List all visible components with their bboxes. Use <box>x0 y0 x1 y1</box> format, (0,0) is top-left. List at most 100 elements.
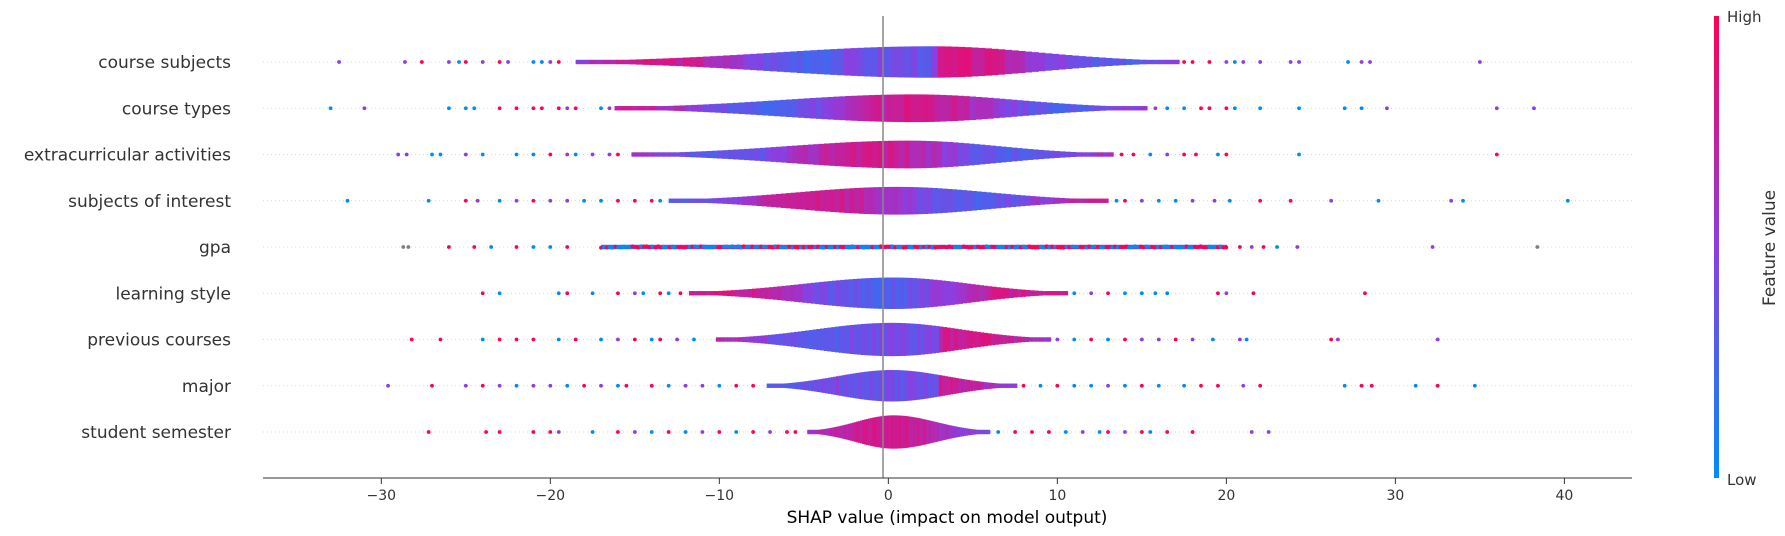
violin-segment <box>957 142 964 167</box>
outlier-point <box>1123 430 1127 434</box>
gpa-point <box>1004 245 1009 250</box>
violin-segment <box>1081 104 1089 112</box>
outlier-point <box>480 291 485 296</box>
violin-segment <box>1123 106 1130 111</box>
violin-segment <box>756 195 762 207</box>
violin-segment <box>863 47 872 77</box>
gpa-point <box>916 245 920 250</box>
violin-segment <box>850 48 858 76</box>
violin-segment <box>859 420 863 444</box>
violin-segment <box>983 429 987 435</box>
gpa-point <box>1158 245 1163 250</box>
violin-segment <box>743 148 750 161</box>
x-tick-label: 40 <box>1555 488 1573 504</box>
violin-segment <box>797 145 804 164</box>
violin-segment <box>791 382 796 389</box>
violin-segment <box>614 106 622 111</box>
gpa-point <box>787 244 792 249</box>
outlier-point <box>1153 106 1158 111</box>
violin-segment <box>924 419 928 445</box>
violin-segment <box>946 188 953 213</box>
violin-segment <box>895 277 900 309</box>
violin-segment <box>831 280 837 306</box>
violin-segment <box>662 58 671 66</box>
violin-segment <box>968 330 974 349</box>
outlier-point <box>1329 337 1334 342</box>
outlier-point <box>1207 106 1212 111</box>
outlier-point <box>1297 60 1301 64</box>
violin-segment <box>958 282 963 304</box>
outlier-point <box>751 430 756 434</box>
violin-segment <box>920 140 927 169</box>
outlier-point <box>1165 152 1170 157</box>
violin-segment <box>722 197 728 204</box>
gpa-point <box>679 244 683 249</box>
outlier-point <box>1106 291 1110 296</box>
violin-segment <box>924 278 930 308</box>
outlier-point <box>514 245 519 249</box>
violin-segment <box>785 285 791 302</box>
outlier-point <box>599 198 603 203</box>
gpa-point <box>1167 245 1172 250</box>
gpa-point <box>1221 245 1226 250</box>
violin-segment <box>977 429 981 435</box>
gpa-point <box>1215 245 1220 250</box>
violin-segment <box>649 58 657 66</box>
violin-segment <box>642 59 651 65</box>
violin-segment <box>841 375 846 397</box>
violin-segment <box>806 283 812 304</box>
outlier-point <box>1336 337 1340 342</box>
violin-segment <box>1034 196 1041 206</box>
violin-segment <box>808 144 815 165</box>
violin-segment <box>851 95 858 121</box>
violin-segment <box>754 148 761 161</box>
violin-segment <box>934 422 938 442</box>
violin-segment <box>941 280 947 306</box>
violin-segment <box>878 277 884 309</box>
violin-segment <box>874 417 877 447</box>
violin-segment <box>957 426 960 438</box>
violin-segment <box>830 49 838 75</box>
violin-segment <box>809 97 817 119</box>
gpa-point <box>684 244 689 249</box>
violin-segment <box>844 188 850 213</box>
gpa-point <box>804 245 809 250</box>
violin-segment <box>1070 151 1077 158</box>
violin-segment <box>907 277 913 309</box>
gpa-point <box>799 245 803 250</box>
outlier-point <box>1080 430 1085 434</box>
outlier-point <box>1359 60 1364 64</box>
violin-segment <box>861 141 868 168</box>
violin-segment <box>1032 337 1037 342</box>
violin-segment <box>820 328 825 351</box>
violin-segment <box>983 382 987 390</box>
violin-segment <box>829 427 833 437</box>
outlier-point <box>1123 291 1127 296</box>
violin-segment <box>902 370 907 402</box>
gpa-point <box>1121 244 1126 249</box>
violin-segment <box>1093 198 1099 203</box>
outlier-point <box>548 430 553 434</box>
violin-segment <box>780 383 784 388</box>
colorbar-low-label: Low <box>1727 471 1757 489</box>
gpa-point <box>1067 245 1072 250</box>
violin-segment <box>849 188 855 214</box>
violin-segment <box>1000 383 1004 388</box>
outlier-point <box>616 152 620 157</box>
gpa-point <box>1138 244 1143 249</box>
violin-segment <box>942 327 948 352</box>
outlier-point <box>1165 291 1170 296</box>
outlier-point <box>565 106 570 111</box>
violin-segment <box>922 372 926 399</box>
violin-segment <box>928 420 932 444</box>
gpa-point <box>673 245 678 250</box>
violin-segment <box>688 291 694 296</box>
violin-segment <box>894 370 898 402</box>
gpa-point <box>1193 244 1197 249</box>
violin-segment <box>739 289 745 297</box>
violin-segment <box>847 423 851 441</box>
gpa-point <box>676 245 681 250</box>
violin-segment <box>994 383 998 389</box>
outlier-point <box>599 106 603 111</box>
outlier-point <box>658 337 663 342</box>
